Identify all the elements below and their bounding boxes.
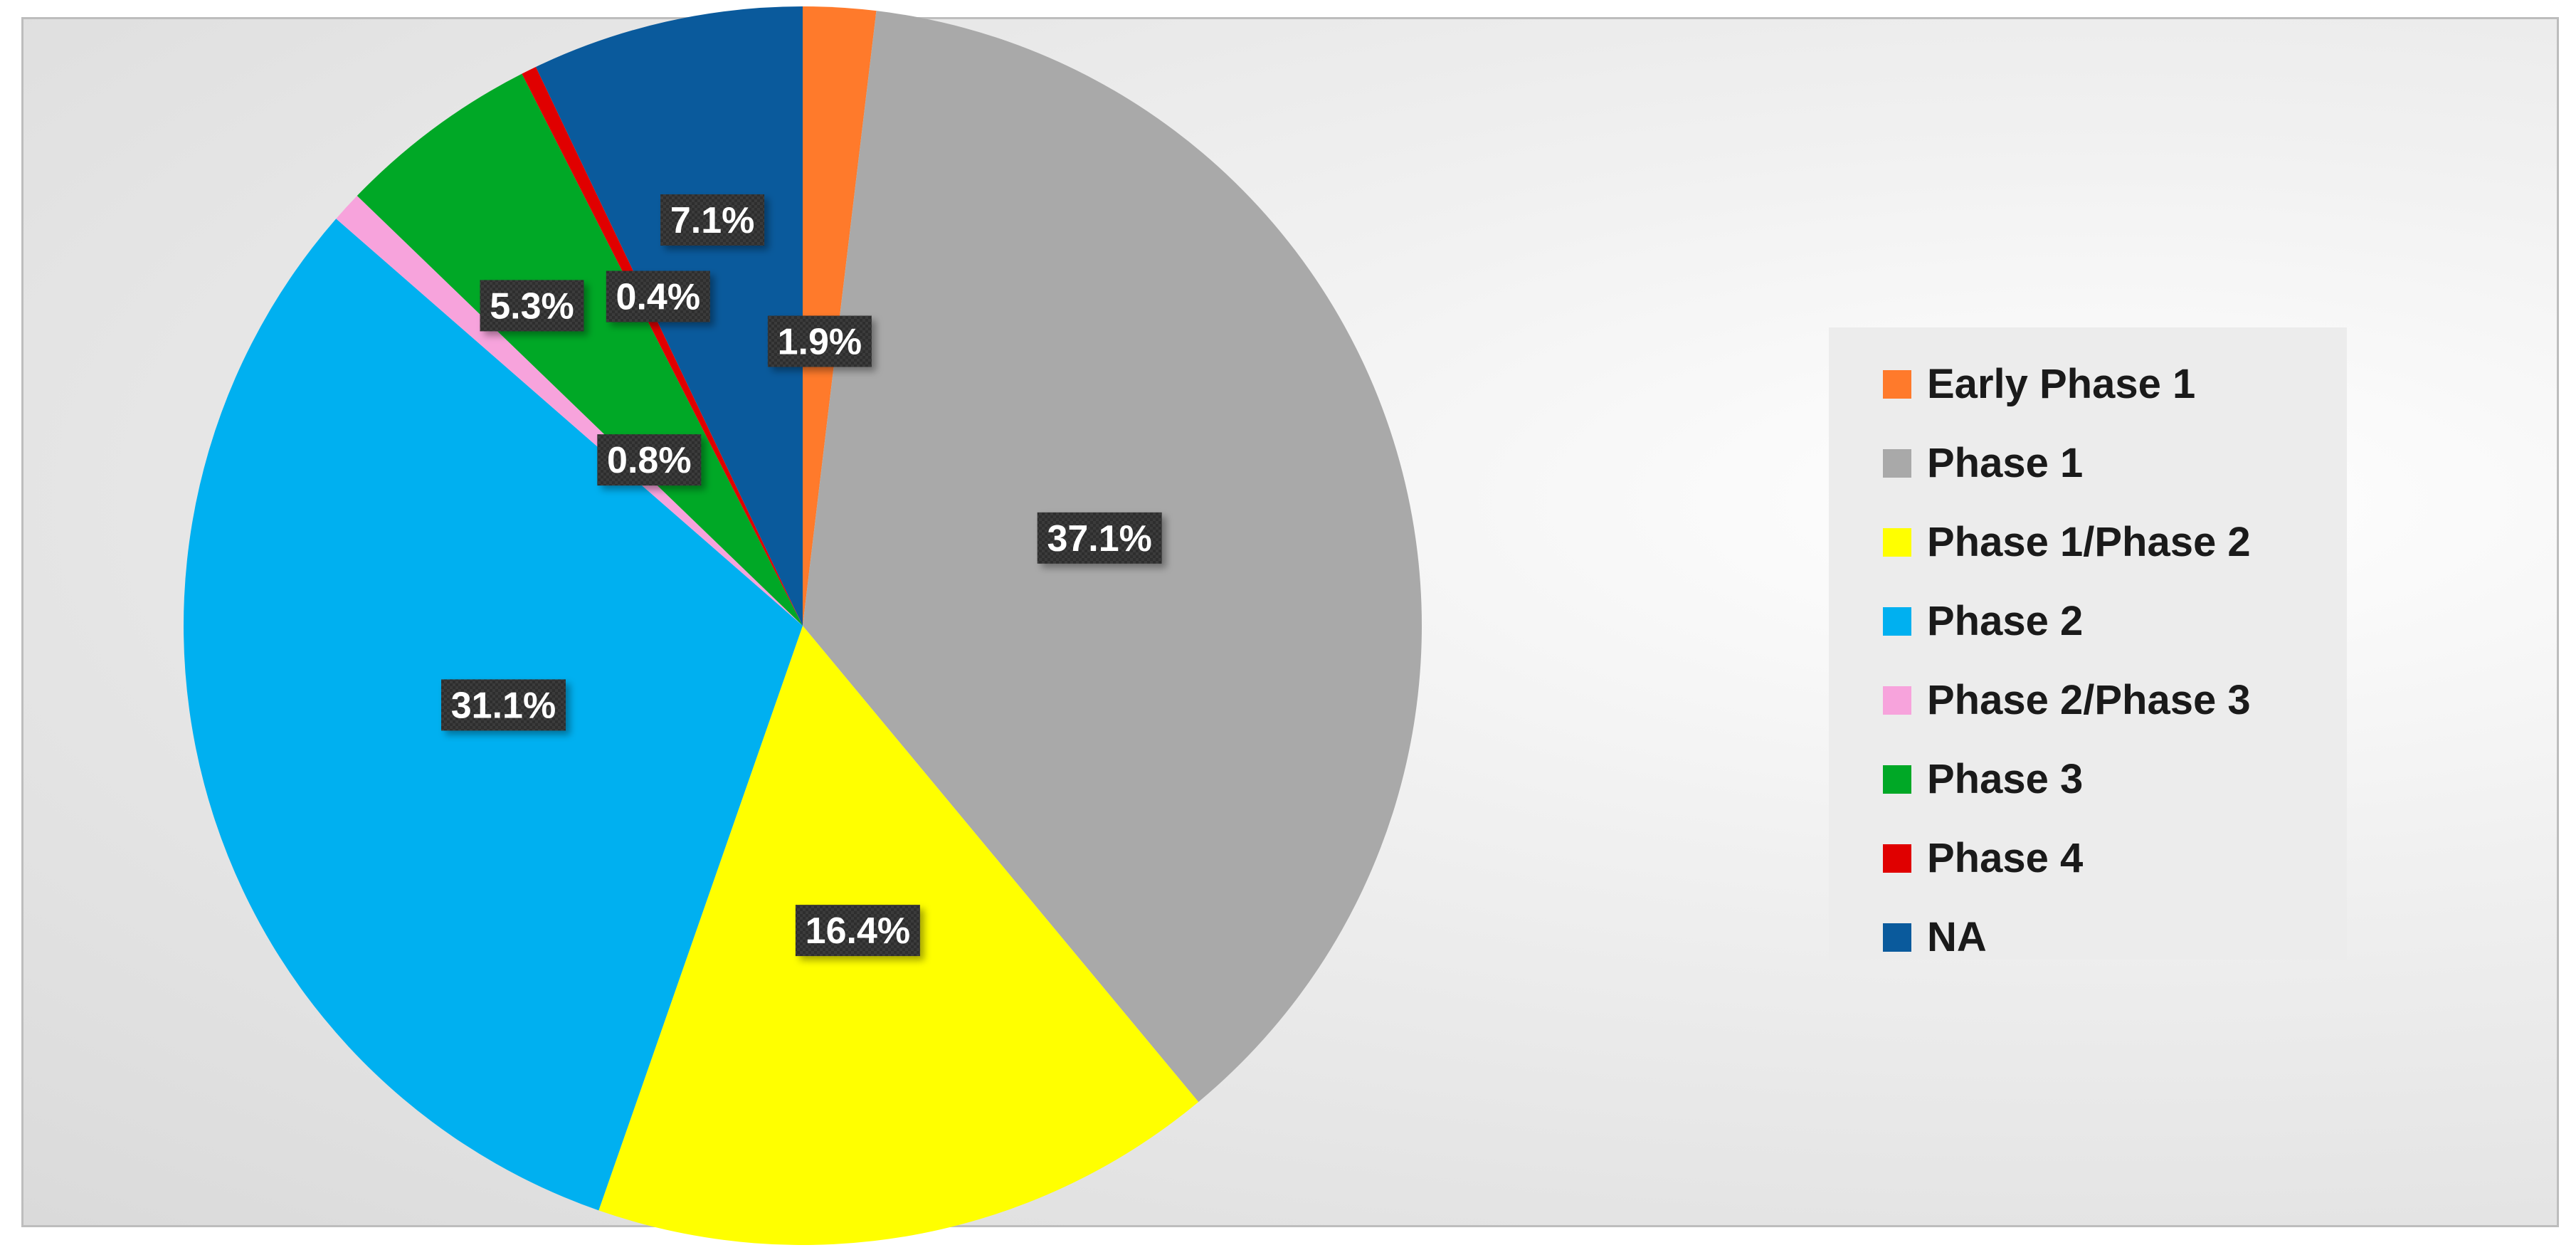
- data-label-box: [606, 271, 710, 322]
- data-label: 0.8%: [597, 434, 702, 486]
- legend-item-phase-1: Phase 1: [1883, 424, 2347, 503]
- legend-label: Phase 1/Phase 2: [1927, 519, 2251, 565]
- legend-swatch: [1883, 686, 1911, 715]
- data-label-text: 7.1%: [670, 200, 755, 241]
- pie-slice-phase-4: [522, 66, 803, 626]
- data-label: 31.1%: [441, 679, 566, 731]
- data-label-box: [480, 280, 584, 332]
- legend-swatch: [1883, 606, 1911, 636]
- data-label: 5.3%: [480, 280, 584, 332]
- data-label-text: 1.9%: [778, 322, 862, 363]
- legend-label: Phase 3: [1927, 756, 2084, 802]
- legend-label: Phase 1: [1927, 440, 2084, 486]
- data-label: 37.1%: [1037, 512, 1162, 564]
- legend-label: Phase 2: [1927, 598, 2084, 644]
- legend-swatch: [1883, 844, 1911, 873]
- data-label-text: 5.3%: [490, 285, 574, 327]
- data-label: 16.4%: [795, 905, 920, 957]
- data-label: 7.1%: [660, 194, 765, 246]
- legend-label: NA: [1927, 914, 1987, 960]
- legend-item-phase-3: Phase 3: [1883, 740, 2347, 819]
- legend-item-early-phase-1: Early Phase 1: [1883, 345, 2347, 424]
- legend: Early Phase 1 Phase 1 Phase 1/Phase 2 Ph…: [1829, 327, 2347, 960]
- legend-swatch: [1883, 527, 1911, 557]
- data-label-box: [660, 194, 765, 246]
- legend-swatch: [1883, 369, 1911, 399]
- legend-label: Phase 2/Phase 3: [1927, 677, 2251, 723]
- data-label-text: 0.4%: [616, 277, 701, 318]
- legend-swatch: [1883, 448, 1911, 478]
- data-label-text: 0.8%: [607, 440, 692, 481]
- data-label: 1.9%: [767, 315, 872, 367]
- legend-label: Phase 4: [1927, 835, 2084, 881]
- legend-item-na: NA: [1883, 898, 2347, 977]
- data-label-text: 16.4%: [806, 910, 910, 952]
- pie-slice-phase-3: [357, 73, 803, 626]
- data-label-text: 37.1%: [1047, 518, 1151, 560]
- pie-slices: [184, 6, 1422, 1245]
- legend-item-phase-2: Phase 2: [1883, 582, 2347, 661]
- data-label-text: 31.1%: [451, 685, 556, 726]
- data-label-box: [795, 905, 920, 957]
- legend-item-phase-2-phase-3: Phase 2/Phase 3: [1883, 661, 2347, 740]
- data-label-box: [1037, 512, 1162, 564]
- data-label-box: [767, 315, 872, 367]
- data-label: 0.4%: [606, 271, 710, 322]
- legend-swatch: [1883, 923, 1911, 952]
- data-label-box: [441, 679, 566, 731]
- legend-label: Early Phase 1: [1927, 361, 2196, 407]
- data-label-box: [597, 434, 702, 486]
- legend-swatch: [1883, 765, 1911, 794]
- legend-item-phase-4: Phase 4: [1883, 819, 2347, 898]
- pie-slice-phase-2-phase-3: [336, 196, 803, 626]
- legend-item-phase-1-phase-2: Phase 1/Phase 2: [1883, 503, 2347, 582]
- pie-data-labels: 1.9% 37.1% 16.4% 31.1% 0.8% 5.3% 0.4% 7.1%: [441, 194, 1162, 957]
